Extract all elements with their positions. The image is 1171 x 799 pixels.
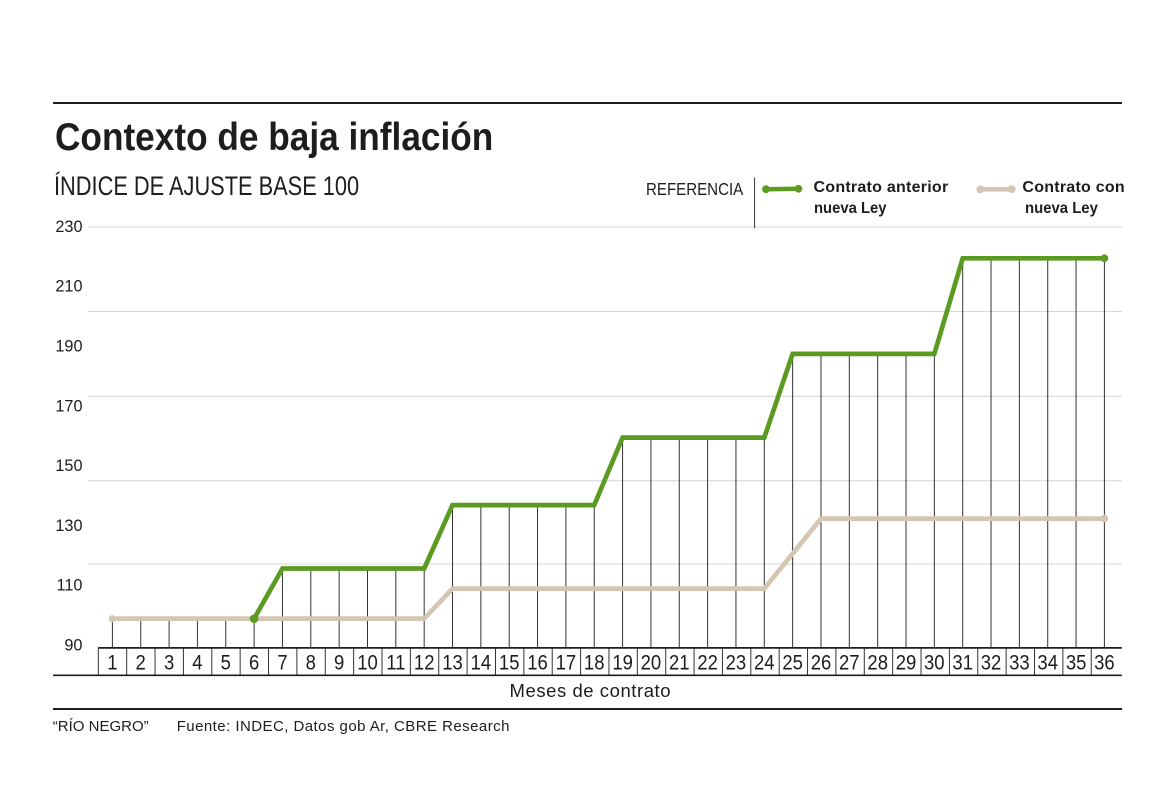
svg-text:2: 2 — [136, 651, 146, 675]
svg-text:27: 27 — [839, 651, 860, 675]
svg-text:170: 170 — [55, 397, 82, 415]
svg-text:13: 13 — [442, 651, 463, 675]
svg-text:26: 26 — [811, 651, 832, 675]
svg-text:1: 1 — [107, 651, 117, 675]
svg-text:10: 10 — [357, 651, 378, 675]
svg-text:17: 17 — [556, 651, 577, 675]
svg-text:5: 5 — [221, 651, 231, 675]
svg-text:7: 7 — [277, 651, 287, 675]
svg-text:33: 33 — [1009, 651, 1030, 675]
svg-text:9: 9 — [334, 651, 344, 675]
svg-text:22: 22 — [697, 651, 718, 675]
svg-text:4: 4 — [192, 651, 202, 675]
svg-text:20: 20 — [641, 651, 662, 675]
svg-text:19: 19 — [612, 651, 633, 675]
svg-text:18: 18 — [584, 651, 605, 675]
svg-text:23: 23 — [726, 651, 747, 675]
svg-text:12: 12 — [414, 651, 435, 675]
svg-text:130: 130 — [55, 517, 82, 535]
svg-text:150: 150 — [55, 457, 82, 475]
svg-text:Meses de contrato: Meses de contrato — [510, 680, 672, 701]
svg-text:32: 32 — [981, 651, 1002, 675]
svg-text:3: 3 — [164, 651, 174, 675]
svg-text:6: 6 — [249, 651, 259, 675]
svg-text:8: 8 — [306, 651, 316, 675]
svg-text:29: 29 — [896, 651, 917, 675]
svg-text:31: 31 — [952, 651, 973, 675]
svg-text:90: 90 — [64, 636, 82, 654]
svg-text:230: 230 — [55, 218, 82, 236]
svg-text:190: 190 — [55, 338, 82, 356]
svg-text:36: 36 — [1094, 651, 1115, 675]
svg-text:34: 34 — [1037, 651, 1058, 675]
svg-text:24: 24 — [754, 651, 775, 675]
svg-text:30: 30 — [924, 651, 945, 675]
svg-text:110: 110 — [57, 577, 83, 595]
svg-text:25: 25 — [782, 651, 803, 675]
svg-text:14: 14 — [471, 651, 492, 675]
svg-text:15: 15 — [499, 651, 520, 675]
svg-text:16: 16 — [527, 651, 548, 675]
svg-text:21: 21 — [669, 651, 690, 675]
svg-text:210: 210 — [55, 278, 82, 296]
svg-text:35: 35 — [1066, 651, 1087, 675]
svg-text:28: 28 — [867, 651, 888, 675]
svg-text:11: 11 — [386, 651, 405, 675]
